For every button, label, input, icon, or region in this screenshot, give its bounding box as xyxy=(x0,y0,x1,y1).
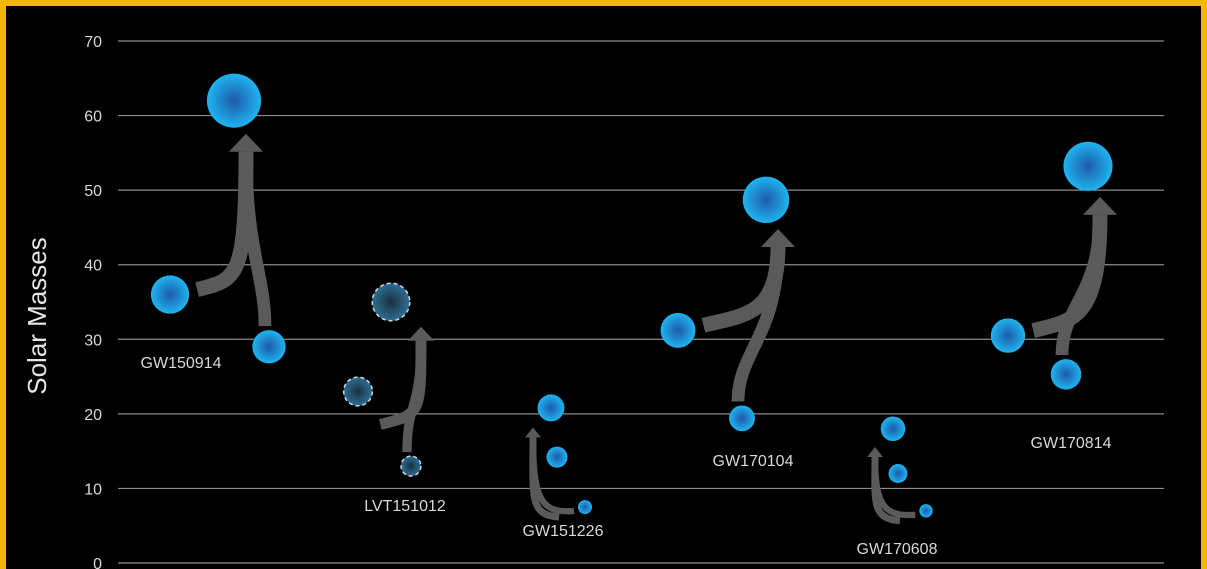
final-black-hole-bubble xyxy=(742,176,790,224)
final-black-hole-bubble xyxy=(371,282,411,322)
merger-arrow-head xyxy=(760,229,796,248)
primary-black-hole-bubble xyxy=(660,312,696,348)
y-tick-label: 40 xyxy=(84,258,102,275)
chart-frame: 0 10 20 30 40 50 60 70 Solar Masses GW150914 LVT… xyxy=(6,6,1201,569)
secondary-black-hole-bubble xyxy=(400,455,422,477)
y-tick-label: 50 xyxy=(84,183,102,200)
y-tick-label: 30 xyxy=(84,332,102,349)
merger-arrow-stroke xyxy=(402,340,426,453)
gridlines xyxy=(118,40,1164,564)
merger-arrow-stroke xyxy=(1055,214,1107,356)
event-label: LVT151012 xyxy=(364,498,446,515)
secondary-black-hole-bubble xyxy=(252,330,286,364)
final-black-hole-bubble xyxy=(1063,141,1113,191)
secondary-black-hole-bubble xyxy=(577,500,593,515)
merger-arrow-head xyxy=(228,133,264,152)
y-tick-label: 70 xyxy=(84,34,102,51)
merger-arrow-stroke xyxy=(871,457,916,519)
black-hole-bubbles xyxy=(150,73,1113,518)
merger-arrow-stroke xyxy=(239,151,272,327)
event-label: GW170814 xyxy=(1031,435,1112,452)
merger-arrows xyxy=(195,133,1118,525)
final-black-hole-bubble xyxy=(537,394,565,422)
merger-arrow-head xyxy=(407,326,435,341)
event-label: GW170104 xyxy=(713,453,794,470)
merger-arrow-head xyxy=(1082,196,1118,215)
solar-masses-bubble-chart: 0 10 20 30 40 50 60 70 Solar Masses GW150914 LVT… xyxy=(22,34,1164,569)
final-black-hole-bubble xyxy=(206,73,262,128)
primary-black-hole-bubble xyxy=(990,318,1026,353)
primary-black-hole-bubble xyxy=(342,376,374,407)
secondary-black-hole-bubble xyxy=(919,504,933,518)
y-tick-label: 0 xyxy=(93,556,102,569)
y-axis-label: Solar Masses xyxy=(22,237,52,395)
merger-arrow-stroke xyxy=(529,437,575,515)
y-tick-label: 20 xyxy=(84,407,102,424)
primary-black-hole-bubble xyxy=(888,464,908,483)
event-label: GW151226 xyxy=(523,523,604,540)
merger-arrow-stroke xyxy=(731,247,785,402)
secondary-black-hole-bubble xyxy=(1050,359,1082,390)
merger-arrow-stroke xyxy=(195,151,254,297)
secondary-black-hole-bubble xyxy=(729,405,755,432)
event-label: GW150914 xyxy=(141,355,222,372)
event-labels: GW150914 LVT151012 GW151226 GW170104 GW17060… xyxy=(141,355,1112,558)
event-label: GW170608 xyxy=(857,541,938,558)
final-black-hole-bubble xyxy=(880,416,906,442)
merger-arrow-head xyxy=(525,427,541,438)
primary-black-hole-bubble xyxy=(546,446,568,468)
y-tick-label: 10 xyxy=(84,481,102,498)
y-tick-label: 60 xyxy=(84,109,102,126)
primary-black-hole-bubble xyxy=(150,275,190,314)
y-axis-ticks: 0 10 20 30 40 50 60 70 xyxy=(84,34,102,569)
merger-arrow-head xyxy=(867,447,883,458)
